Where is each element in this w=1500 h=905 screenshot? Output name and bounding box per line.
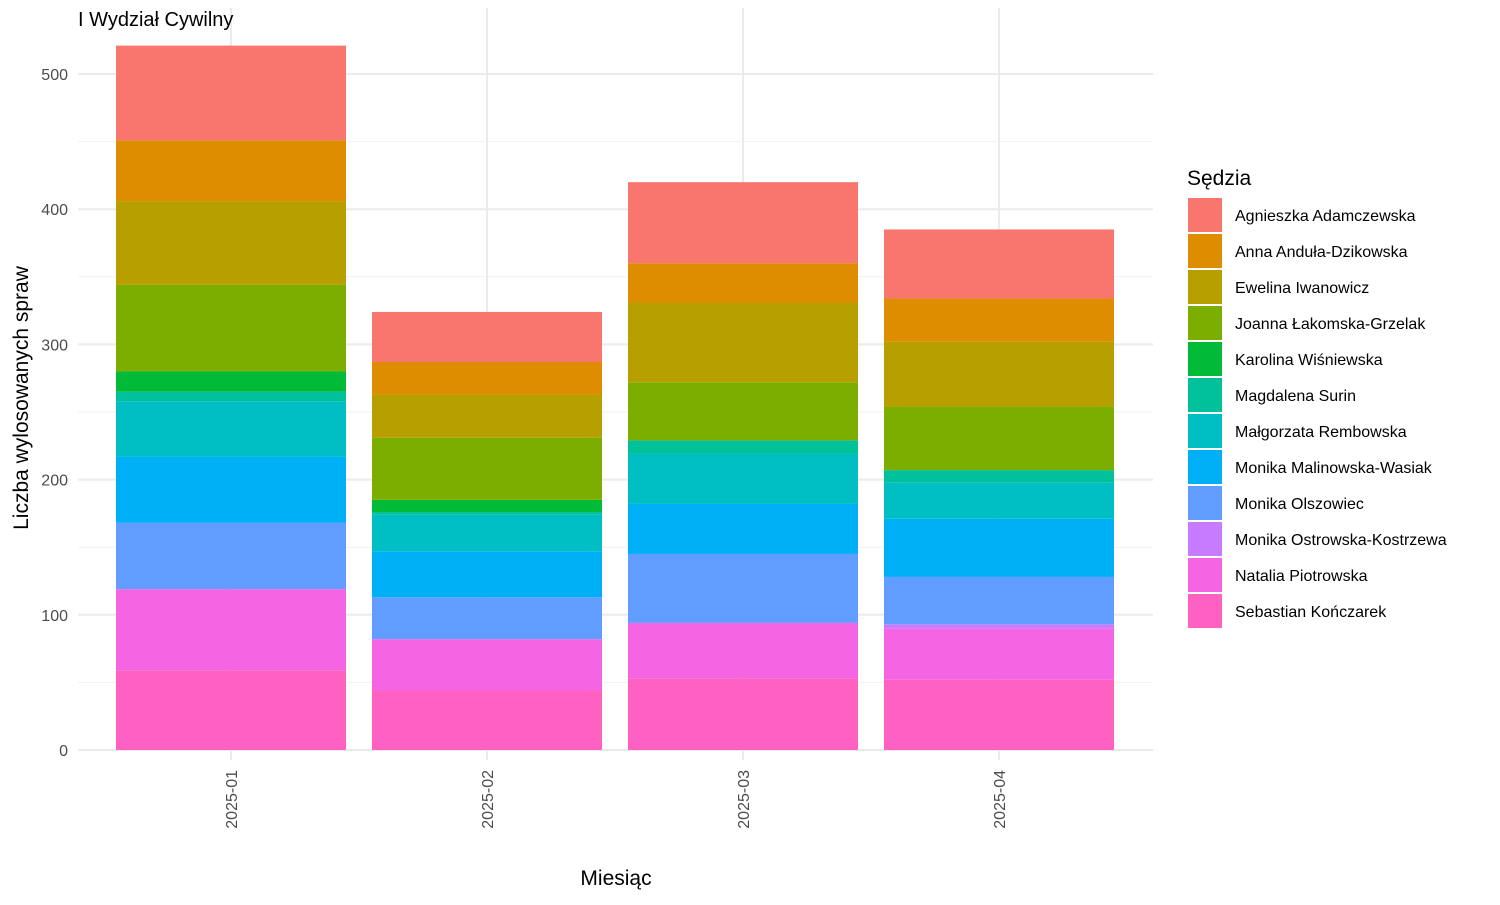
x-axis-label: Miesiąc <box>580 867 651 890</box>
bar-segment <box>116 45 346 141</box>
bar-segment <box>628 678 858 750</box>
y-tick-label: 500 <box>41 67 68 84</box>
bar-segment <box>884 518 1114 577</box>
legend: Agnieszka Adamczewska Anna Anduła-Dzikows… <box>1188 198 1447 628</box>
bar-segment <box>116 140 346 202</box>
bar-segment <box>884 298 1114 342</box>
bar-segment <box>372 311 602 362</box>
legend-label: Magdalena Surin <box>1235 388 1356 405</box>
x-tick-label: 2025-01 <box>224 770 241 829</box>
y-tick-label: 0 <box>59 743 68 760</box>
bar-segment <box>372 437 602 500</box>
legend-swatch <box>1188 594 1222 628</box>
y-tick-label: 400 <box>41 202 68 219</box>
legend-swatch <box>1188 450 1222 484</box>
legend-label: Agnieszka Adamczewska <box>1235 208 1416 225</box>
bar-segment <box>628 263 858 303</box>
bar-segment <box>372 639 602 691</box>
y-tick-label: 100 <box>41 608 68 625</box>
legend-label: Monika Ostrowska-Kostrzewa <box>1235 532 1447 549</box>
axis-layer: 0 100 200 300 400 500 2025-01 2025-02 2025-03 202… <box>41 67 1009 829</box>
legend-label: Ewelina Iwanowicz <box>1235 280 1369 297</box>
bar-segment <box>628 553 858 623</box>
bar-segment <box>884 679 1114 750</box>
x-tick-label: 2025-02 <box>480 770 497 829</box>
legend-swatch <box>1188 522 1222 556</box>
bar-segment <box>884 576 1114 625</box>
legend-label: Joanna Łakomska-Grzelak <box>1235 316 1426 333</box>
bar-segment <box>372 499 602 513</box>
legend-swatch <box>1188 234 1222 268</box>
bar-segment <box>628 440 858 454</box>
bar-segment <box>628 302 858 383</box>
legend-swatch <box>1188 270 1222 304</box>
legend-swatch <box>1188 414 1222 448</box>
bar-segment <box>628 382 858 441</box>
legend-title: Sędzia <box>1187 167 1252 190</box>
legend-swatch <box>1188 486 1222 520</box>
legend-swatch <box>1188 198 1222 232</box>
bar-segment <box>116 371 346 392</box>
bar-segment <box>372 361 602 395</box>
bar-segment <box>372 394 602 438</box>
legend-swatch <box>1188 342 1222 376</box>
bar-segment <box>628 182 858 264</box>
bar-segment <box>116 201 346 285</box>
bar-segment <box>116 456 346 523</box>
bar-segment <box>884 229 1114 299</box>
bar-segment <box>372 512 602 515</box>
legend-label: Natalia Piotrowska <box>1235 568 1368 585</box>
bar-segment <box>884 628 1114 680</box>
bars-layer <box>116 45 1114 750</box>
legend-swatch <box>1188 558 1222 592</box>
bar-segment <box>116 589 346 671</box>
legend-swatch <box>1188 306 1222 340</box>
bar-segment <box>884 406 1114 471</box>
y-axis-label: Liczba wylosowanych spraw <box>10 265 33 530</box>
bar-segment <box>628 503 858 554</box>
bar-segment <box>884 624 1114 629</box>
legend-label: Monika Olszowiec <box>1235 496 1364 513</box>
bar-segment <box>372 514 602 552</box>
y-tick-label: 300 <box>41 337 68 354</box>
bar-segment <box>116 401 346 457</box>
legend-swatch <box>1188 378 1222 412</box>
bar-segment <box>372 551 602 598</box>
legend-label: Karolina Wiśniewska <box>1235 352 1383 369</box>
legend-label: Sebastian Kończarek <box>1235 604 1387 621</box>
x-tick-label: 2025-04 <box>992 770 1009 829</box>
bar-segment <box>116 391 346 402</box>
legend-label: Małgorzata Rembowska <box>1235 424 1407 441</box>
bar-segment <box>372 690 602 750</box>
bar-segment <box>884 482 1114 519</box>
bar-segment <box>372 597 602 640</box>
chart-title: I Wydział Cywilny <box>78 9 233 31</box>
legend-label: Monika Malinowska-Wasiak <box>1235 460 1433 477</box>
bar-segment <box>628 453 858 504</box>
bar-segment <box>116 284 346 372</box>
bar-segment <box>116 522 346 590</box>
x-tick-label: 2025-03 <box>736 770 753 829</box>
bar-segment <box>116 670 346 750</box>
bar-segment <box>628 622 858 679</box>
legend-label: Anna Anduła-Dzikowska <box>1235 244 1408 261</box>
y-tick-label: 200 <box>41 473 68 490</box>
bar-segment <box>884 470 1114 483</box>
bar-segment <box>884 341 1114 407</box>
